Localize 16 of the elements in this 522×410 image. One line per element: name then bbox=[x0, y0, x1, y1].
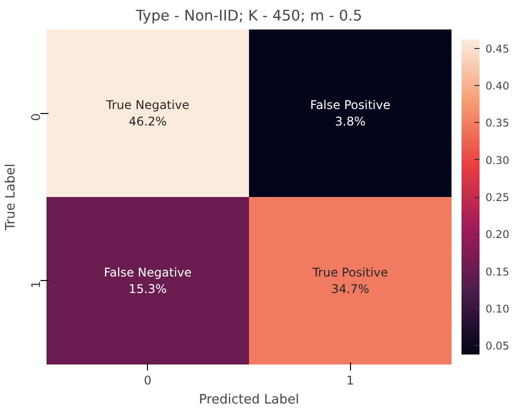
color-bar-label: 0.35 bbox=[486, 116, 510, 130]
color-bar-label: 0.15 bbox=[486, 265, 510, 278]
color-bar-label: 0.40 bbox=[486, 80, 510, 93]
color-bar-label: 0.45 bbox=[486, 42, 510, 56]
color-bar-label: 0.10 bbox=[486, 302, 510, 316]
x-axis-title: Predicted Label bbox=[198, 392, 300, 408]
y-axis-title: True Label bbox=[4, 164, 18, 232]
data-label: False Negative 15.3% bbox=[104, 265, 192, 296]
color-bar-label: 0.05 bbox=[486, 340, 510, 353]
chart-title: Type - Non-IID; K - 450; m - 0.5 bbox=[134, 8, 362, 24]
color-bar-label: 0.25 bbox=[486, 191, 510, 204]
data-label: True Positive 34.7% bbox=[311, 265, 388, 296]
data-label: True Negative 46.2% bbox=[105, 98, 190, 129]
color-bar-label: 0.30 bbox=[486, 154, 510, 167]
data-label: False Positive 3.8% bbox=[310, 98, 390, 129]
color-bar-label: 0.20 bbox=[486, 228, 510, 242]
